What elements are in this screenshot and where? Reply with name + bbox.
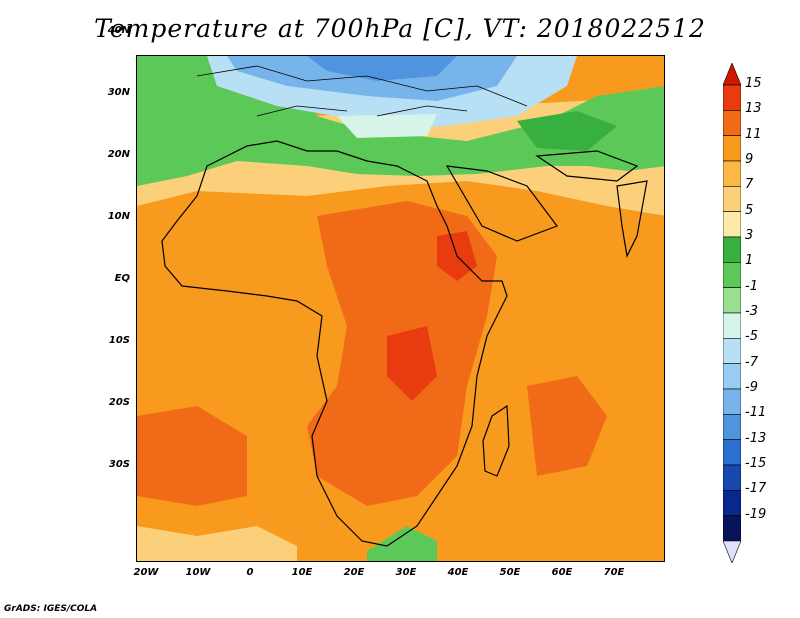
colorbar-label: -15 xyxy=(745,456,767,471)
colorbar-swatch xyxy=(723,186,741,212)
colorbar-swatch xyxy=(723,490,741,516)
lat-label: 20N xyxy=(107,149,130,160)
lat-label: 20S xyxy=(108,397,130,408)
colorbar-label: 13 xyxy=(745,101,762,117)
credit-text: GrADS: IGES/COLA xyxy=(4,604,98,614)
colorbar-swatch xyxy=(723,338,741,364)
colorbar-swatch xyxy=(723,439,741,466)
colorbar-swatch xyxy=(723,515,741,542)
colorbar-label: -19 xyxy=(745,506,767,522)
chart-title: Temperature at 700hPa [C], VT: 201802251… xyxy=(94,14,706,43)
colorbar-label: -13 xyxy=(745,430,767,446)
colorbar-swatch xyxy=(723,414,741,440)
colorbar-swatch xyxy=(723,262,741,288)
lon-label: 0 xyxy=(246,567,254,578)
lat-label: 10N xyxy=(107,211,130,222)
colorbar xyxy=(723,63,741,563)
lon-label: 10E xyxy=(291,567,313,578)
colorbar-swatch xyxy=(723,211,741,238)
lon-label: 10W xyxy=(185,567,211,578)
colorbar-label: -1 xyxy=(745,278,758,294)
lon-label: 40E xyxy=(447,567,469,578)
lon-label: 20W xyxy=(133,567,159,578)
colorbar-label: 7 xyxy=(745,177,754,193)
lat-label: 30S xyxy=(108,459,130,470)
colorbar-swatch xyxy=(723,540,741,563)
colorbar-label: 11 xyxy=(745,126,762,142)
colorbar-swatch xyxy=(723,464,741,491)
lon-label: 30E xyxy=(395,567,417,578)
colorbar-label: 15 xyxy=(745,76,762,91)
colorbar-swatch xyxy=(723,84,741,111)
colorbar-label: 9 xyxy=(745,152,754,167)
lon-label: 60E xyxy=(551,567,573,578)
colorbar-label: -11 xyxy=(745,405,767,421)
colorbar-swatch xyxy=(723,110,741,136)
colorbar-swatch xyxy=(723,236,741,263)
colorbar-label: 1 xyxy=(745,253,754,269)
colorbar-label: 5 xyxy=(745,202,754,218)
colorbar-label: 3 xyxy=(745,228,754,243)
colorbar-label: -9 xyxy=(745,380,758,395)
colorbar-swatch xyxy=(723,160,741,187)
lat-label: EQ xyxy=(114,273,130,284)
colorbar-label: -3 xyxy=(745,304,758,319)
colorbar-label: -17 xyxy=(745,481,767,497)
lon-label: 70E xyxy=(603,567,625,578)
colorbar-label: -7 xyxy=(745,354,758,370)
colorbar-swatch xyxy=(723,135,741,162)
lat-label: 40N xyxy=(107,25,130,36)
colorbar-swatch xyxy=(723,63,741,86)
lat-label: 10S xyxy=(108,335,130,346)
colorbar-swatch xyxy=(723,388,741,415)
temperature-map xyxy=(136,55,665,562)
colorbar-label: -5 xyxy=(745,329,758,345)
lon-label: 20E xyxy=(343,567,365,578)
colorbar-swatch xyxy=(723,363,741,390)
lon-label: 50E xyxy=(499,567,521,578)
lat-label: 30N xyxy=(107,87,130,98)
colorbar-swatch xyxy=(723,287,741,314)
colorbar-swatch xyxy=(723,312,741,339)
